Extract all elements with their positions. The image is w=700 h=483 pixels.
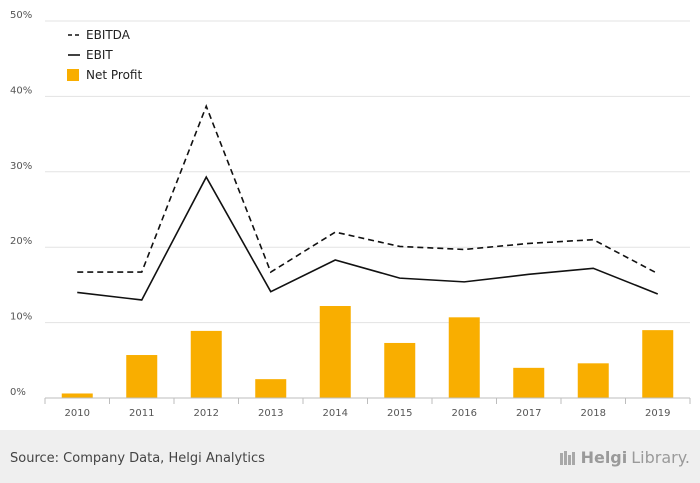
x-tick-label: 2014 xyxy=(323,408,348,419)
bar-net-profit xyxy=(384,342,416,398)
y-tick-label: 20% xyxy=(10,236,32,247)
bar-net-profit xyxy=(61,393,93,398)
y-tick-label: 0% xyxy=(10,387,26,398)
x-tick-label: 2018 xyxy=(581,408,606,419)
bar-net-profit xyxy=(642,330,674,398)
y-tick-label: 10% xyxy=(10,312,32,323)
brand-prefix: Helgi xyxy=(580,448,628,467)
lines xyxy=(77,103,659,301)
legend-label: EBIT xyxy=(86,48,113,62)
bars xyxy=(61,306,674,398)
bar-net-profit xyxy=(448,317,480,398)
y-tick-label: 40% xyxy=(10,85,32,96)
bar-net-profit xyxy=(513,367,545,398)
y-tick-label: 50% xyxy=(10,10,32,21)
x-axis: 2010 2011 2012 2013 2014 2015 2016 2017 2018 2019 xyxy=(44,397,691,419)
x-tick-label: 2010 xyxy=(65,408,90,419)
x-tick-label: 2016 xyxy=(452,408,477,419)
grid: 0% 10% 20% 30% 40% 50% xyxy=(10,10,690,398)
bar-net-profit xyxy=(255,379,287,398)
x-tick-label: 2011 xyxy=(129,408,154,419)
library-icon xyxy=(559,450,575,465)
legend: EBITDA EBIT Net Profit xyxy=(67,28,142,82)
source-note: Source: Company Data, Helgi Analytics xyxy=(10,451,265,466)
legend-label: Net Profit xyxy=(86,68,142,82)
x-tick-label: 2013 xyxy=(258,408,283,419)
line-ebit xyxy=(77,175,659,301)
x-tick-label: 2019 xyxy=(645,408,670,419)
brand-logo: Helgi Library. xyxy=(559,448,690,467)
brand-suffix: Library. xyxy=(631,448,690,467)
x-tick-label: 2015 xyxy=(387,408,412,419)
bar-net-profit xyxy=(190,330,222,398)
line-ebitda xyxy=(77,103,659,275)
x-tick-label: 2012 xyxy=(194,408,219,419)
footer: Source: Company Data, Helgi Analytics He… xyxy=(0,430,700,483)
legend-swatch xyxy=(67,69,79,81)
x-tick-label: 2017 xyxy=(516,408,541,419)
bar-net-profit xyxy=(319,306,351,398)
bar-net-profit xyxy=(577,363,609,398)
bar-net-profit xyxy=(126,355,158,398)
legend-label: EBITDA xyxy=(86,28,131,42)
y-tick-label: 30% xyxy=(10,161,32,172)
chart: 0%10%20%30%40%50% 2010 2011 2012 2013 2014 20… xyxy=(10,10,691,419)
